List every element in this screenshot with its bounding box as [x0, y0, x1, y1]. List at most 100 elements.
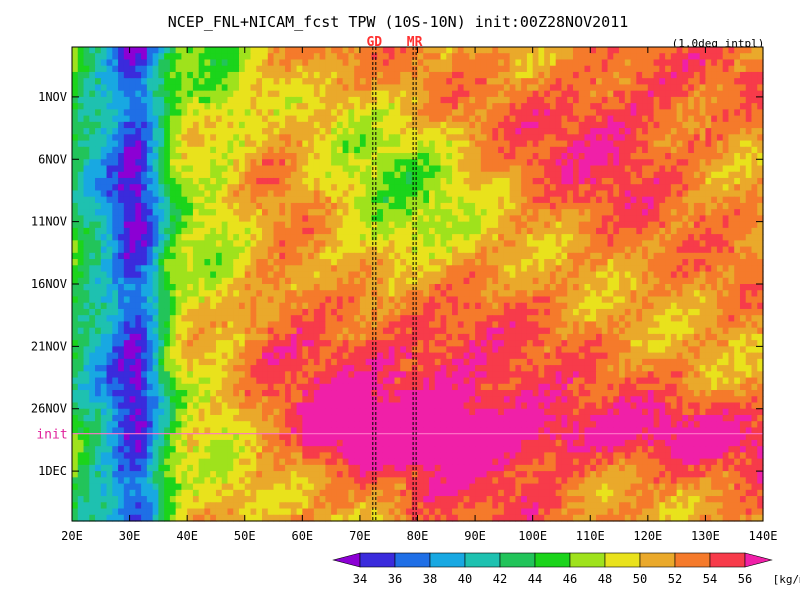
heatmap-cell [256, 277, 263, 285]
heatmap-cell [256, 221, 263, 229]
heatmap-cell [734, 234, 741, 241]
heatmap-cell [561, 134, 568, 142]
heatmap-cell [354, 190, 361, 198]
heatmap-cell [526, 71, 534, 79]
heatmap-cell [365, 134, 373, 142]
heatmap-cell [515, 190, 522, 198]
heatmap-cell [100, 153, 108, 160]
heatmap-cell [227, 234, 234, 241]
heatmap-cell [417, 259, 424, 266]
heatmap-cell [423, 146, 430, 154]
heatmap-cell [400, 84, 407, 92]
heatmap-cell [354, 290, 361, 298]
heatmap-cell [411, 209, 419, 216]
heatmap-cell [480, 121, 488, 129]
heatmap-cell [596, 65, 603, 73]
heatmap-cell [285, 90, 292, 98]
heatmap-cell [670, 190, 678, 198]
heatmap-cell [601, 134, 609, 142]
heatmap-cell [538, 234, 545, 241]
heatmap-cell [100, 234, 108, 241]
heatmap-cell [158, 259, 165, 266]
heatmap-cell [578, 96, 586, 104]
heatmap-cell [175, 215, 183, 223]
heatmap-cell [187, 59, 194, 67]
heatmap-cell [486, 47, 493, 54]
heatmap-cell [751, 252, 758, 260]
heatmap-cell [446, 53, 453, 61]
heatmap-cell [112, 259, 119, 266]
heatmap-cell [440, 296, 447, 304]
heatmap-cell [745, 277, 753, 285]
heatmap-cell [83, 134, 90, 142]
heatmap-cell [452, 209, 459, 216]
heatmap-cell [204, 215, 211, 223]
heatmap-cell [313, 65, 321, 73]
heatmap-cell [711, 96, 718, 104]
heatmap-cell [152, 121, 159, 129]
heatmap-cell [89, 121, 96, 129]
heatmap-cell [365, 202, 373, 210]
heatmap-cell [578, 190, 586, 198]
heatmap-cell [238, 84, 246, 92]
heatmap-cell [636, 259, 643, 266]
heatmap-cell [596, 246, 603, 254]
heatmap-cell [670, 265, 678, 273]
heatmap-cell [238, 171, 246, 179]
heatmap-cell [446, 227, 453, 235]
heatmap-cell [215, 65, 223, 73]
heatmap-cell [83, 221, 90, 229]
heatmap-cell [711, 284, 718, 291]
heatmap-cell [630, 177, 637, 185]
heatmap-cell [624, 184, 632, 192]
heatmap-cell [400, 290, 407, 298]
heatmap-cell [210, 96, 217, 104]
heatmap-cell [359, 78, 367, 86]
heatmap-cell [302, 159, 309, 167]
heatmap-cell [613, 290, 620, 298]
heatmap-cell [256, 59, 263, 67]
heatmap-cell [204, 196, 211, 204]
heatmap-cell [653, 71, 660, 79]
heatmap-cell [659, 47, 666, 54]
heatmap-cell [77, 84, 85, 92]
heatmap-cell [308, 121, 315, 129]
heatmap-cell [739, 140, 747, 148]
heatmap-cell [377, 90, 384, 98]
heatmap-cell [659, 121, 666, 129]
heatmap-cell [665, 53, 672, 61]
heatmap-cell [613, 96, 620, 104]
heatmap-cell [141, 159, 148, 167]
heatmap-cell [630, 47, 637, 54]
heatmap-cell [302, 177, 309, 185]
heatmap-cell [463, 202, 470, 210]
heatmap-cell [682, 109, 689, 117]
heatmap-cell [757, 296, 764, 304]
heatmap-cell [210, 90, 217, 98]
heatmap-cell [175, 140, 183, 148]
heatmap-cell [325, 90, 332, 98]
heatmap-cell [665, 196, 672, 204]
heatmap-cell [584, 209, 591, 216]
heatmap-cell [95, 84, 102, 92]
heatmap-cell [423, 265, 430, 273]
heatmap-cell [123, 202, 131, 210]
heatmap-cell [348, 296, 355, 304]
heatmap-cell [371, 134, 378, 142]
heatmap-cell [469, 240, 476, 248]
heatmap-cell [440, 153, 447, 160]
heatmap-cell [221, 121, 229, 129]
heatmap-cell [279, 296, 286, 304]
heatmap-cell [273, 90, 280, 98]
heatmap-cell [215, 128, 223, 135]
heatmap-cell [624, 296, 632, 304]
heatmap-cell [187, 196, 194, 204]
heatmap-cell [757, 65, 764, 73]
heatmap-cell [405, 90, 413, 98]
heatmap-cell [83, 240, 90, 248]
heatmap-cell [365, 165, 373, 173]
heatmap-cell [112, 134, 119, 142]
heatmap-cell [192, 90, 200, 98]
heatmap-cell [302, 96, 309, 104]
heatmap-cell [619, 53, 626, 61]
